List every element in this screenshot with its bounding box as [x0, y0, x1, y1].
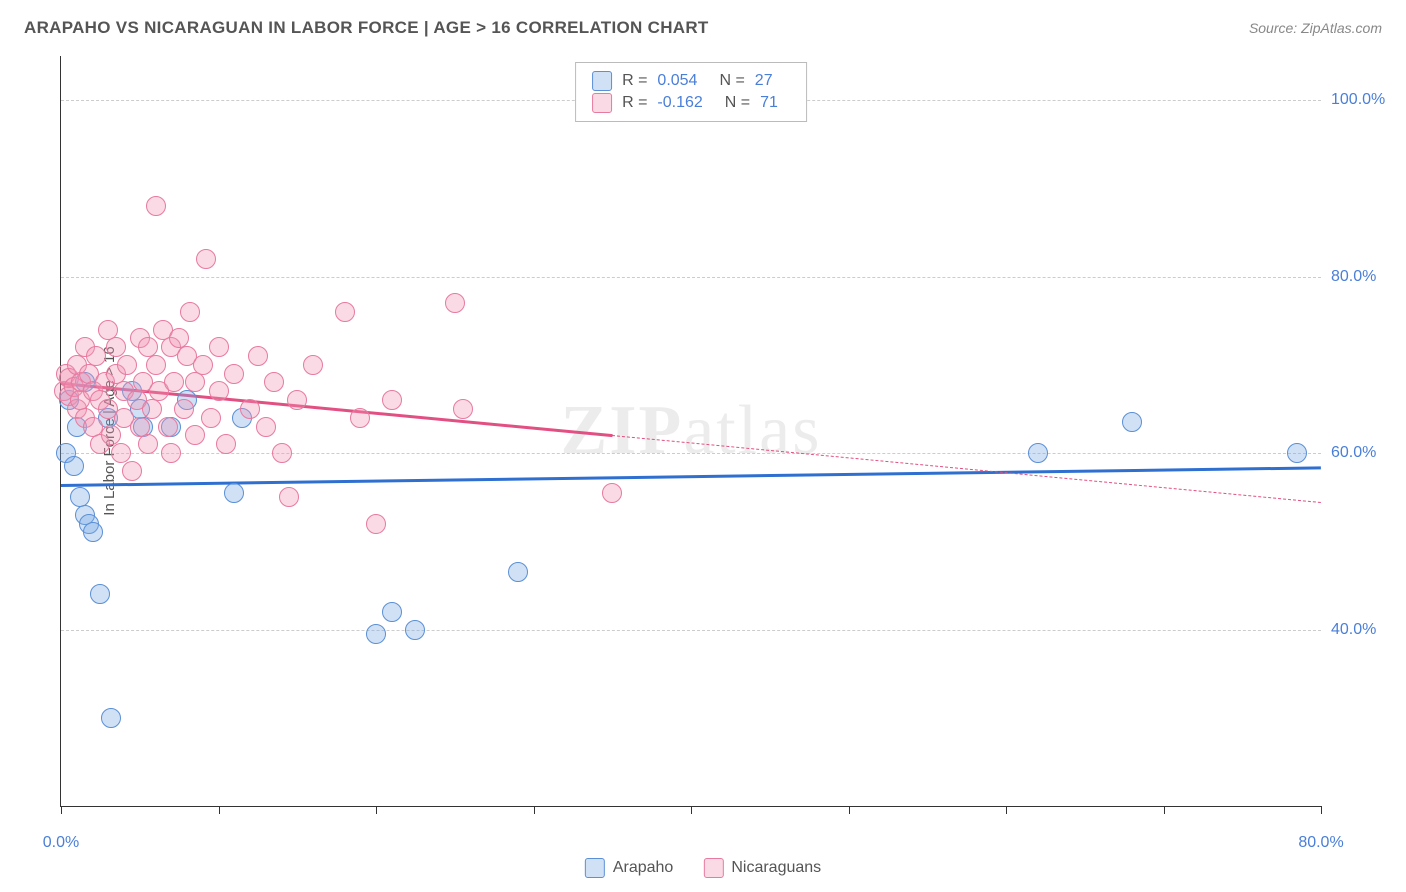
stat-r-value: -0.162: [657, 94, 702, 112]
data-point: [111, 443, 131, 463]
data-point: [335, 302, 355, 322]
x-tick: [849, 806, 850, 814]
data-point: [405, 620, 425, 640]
data-point: [382, 602, 402, 622]
legend-label: Nicaraguans: [731, 859, 821, 877]
data-point: [64, 456, 84, 476]
data-point: [453, 399, 473, 419]
data-point: [146, 355, 166, 375]
legend-row: R = -0.162 N = 71: [592, 93, 790, 113]
data-point: [117, 355, 137, 375]
x-tick: [376, 806, 377, 814]
data-point: [142, 399, 162, 419]
x-tick: [61, 806, 62, 814]
y-tick-label: 80.0%: [1331, 268, 1391, 286]
data-point: [350, 408, 370, 428]
legend-row: R = 0.054 N = 27: [592, 71, 790, 91]
data-point: [224, 364, 244, 384]
data-point: [209, 381, 229, 401]
stat-r-value: 0.054: [657, 72, 697, 90]
data-point: [366, 514, 386, 534]
data-point: [174, 399, 194, 419]
x-tick: [1006, 806, 1007, 814]
gridline: [61, 630, 1321, 631]
y-tick-label: 40.0%: [1331, 621, 1391, 639]
correlation-legend: R = 0.054 N = 27 R = -0.162 N = 71: [575, 62, 807, 122]
data-point: [201, 408, 221, 428]
data-point: [508, 562, 528, 582]
legend-swatch: [592, 71, 612, 91]
data-point: [138, 434, 158, 454]
data-point: [106, 337, 126, 357]
stat-r-label: R =: [622, 72, 647, 90]
y-tick-label: 60.0%: [1331, 444, 1391, 462]
data-point: [83, 522, 103, 542]
data-point: [185, 372, 205, 392]
data-point: [122, 461, 142, 481]
gridline: [61, 453, 1321, 454]
data-point: [161, 443, 181, 463]
data-point: [193, 355, 213, 375]
data-point: [1287, 443, 1307, 463]
data-point: [216, 434, 236, 454]
data-point: [1122, 412, 1142, 432]
x-tick-label: 80.0%: [1298, 834, 1343, 852]
data-point: [240, 399, 260, 419]
chart-title: ARAPAHO VS NICARAGUAN IN LABOR FORCE | A…: [24, 18, 709, 38]
data-point: [287, 390, 307, 410]
x-tick: [691, 806, 692, 814]
y-tick-label: 100.0%: [1331, 91, 1391, 109]
legend-item: Arapaho: [585, 858, 674, 878]
data-point: [264, 372, 284, 392]
x-tick-label: 0.0%: [43, 834, 79, 852]
data-point: [256, 417, 276, 437]
source-attribution: Source: ZipAtlas.com: [1249, 20, 1382, 36]
data-point: [366, 624, 386, 644]
data-point: [185, 425, 205, 445]
legend-swatch: [585, 858, 605, 878]
data-point: [224, 483, 244, 503]
data-point: [445, 293, 465, 313]
data-point: [90, 584, 110, 604]
data-point: [209, 337, 229, 357]
x-tick: [219, 806, 220, 814]
series-legend: Arapaho Nicaraguans: [585, 858, 821, 878]
stat-n-value: 71: [760, 94, 778, 112]
watermark: ZIPatlas: [561, 391, 822, 471]
gridline: [61, 277, 1321, 278]
data-point: [158, 417, 178, 437]
data-point: [382, 390, 402, 410]
stat-r-label: R =: [622, 94, 647, 112]
data-point: [602, 483, 622, 503]
data-point: [1028, 443, 1048, 463]
legend-item: Nicaraguans: [703, 858, 821, 878]
data-point: [248, 346, 268, 366]
legend-label: Arapaho: [613, 859, 674, 877]
stat-n-label: N =: [719, 72, 744, 90]
stat-n-value: 27: [755, 72, 773, 90]
data-point: [86, 346, 106, 366]
x-tick: [1164, 806, 1165, 814]
x-tick: [1321, 806, 1322, 814]
data-point: [272, 443, 292, 463]
stat-n-label: N =: [725, 94, 750, 112]
scatter-chart: ZIPatlas In Labor Force | Age > 16 R =0.…: [60, 56, 1321, 807]
data-point: [101, 708, 121, 728]
data-point: [146, 196, 166, 216]
legend-swatch: [703, 858, 723, 878]
x-tick: [534, 806, 535, 814]
data-point: [279, 487, 299, 507]
data-point: [303, 355, 323, 375]
data-point: [180, 302, 200, 322]
data-point: [164, 372, 184, 392]
legend-swatch: [592, 93, 612, 113]
data-point: [196, 249, 216, 269]
